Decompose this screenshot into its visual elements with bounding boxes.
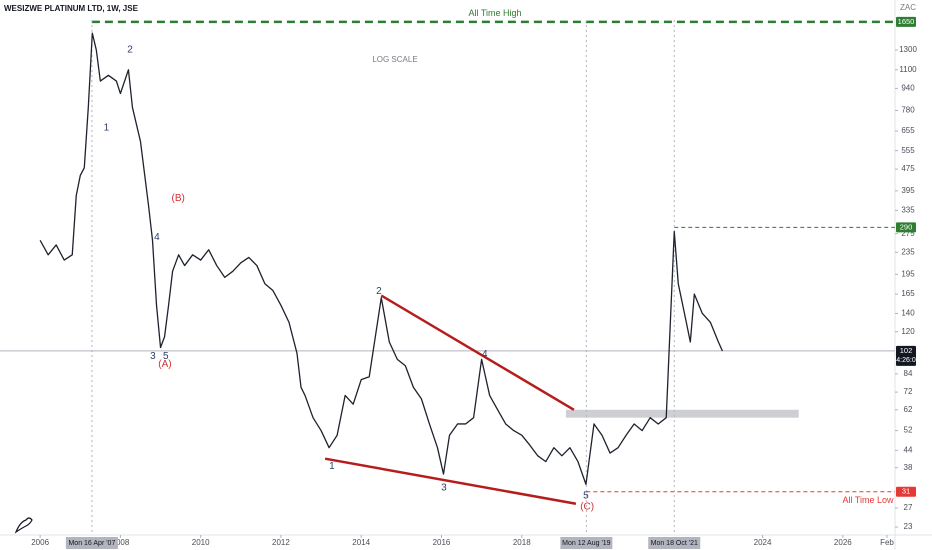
- y-tick-label: 780: [901, 106, 915, 115]
- price-tag: [896, 345, 916, 366]
- price-level-text: All Time Low: [842, 495, 894, 505]
- wave-label: 2: [376, 286, 382, 297]
- price-tag: [896, 222, 916, 233]
- y-tick-label: 1100: [899, 65, 917, 74]
- wave-label: 1: [329, 461, 335, 472]
- price-tag: [896, 16, 916, 27]
- y-tick-label: 62: [904, 405, 913, 414]
- highlight-tag: [560, 537, 613, 549]
- y-tick-label: 395: [901, 186, 915, 195]
- wave-label: 4: [482, 349, 488, 360]
- x-tick-label: 2024: [754, 538, 772, 547]
- zone: [565, 409, 799, 418]
- price-level-text: All Time High: [468, 8, 521, 18]
- y-tick-label: 475: [901, 164, 915, 173]
- x-tick-label: 2006: [31, 538, 49, 547]
- y-tick-label: 140: [901, 309, 915, 318]
- highlight-label: Mon 16 Apr '07: [68, 540, 115, 547]
- y-tick-label: 38: [904, 463, 913, 472]
- price-tag-label: 290: [900, 222, 913, 231]
- highlight-tag: [65, 537, 118, 549]
- x-tick-label: 2012: [272, 538, 290, 547]
- price-tag-label: 31: [902, 487, 910, 496]
- y-tick-label: 335: [901, 205, 915, 214]
- y-tick-label: 72: [904, 387, 913, 396]
- y-tick-label: 655: [901, 126, 915, 135]
- y-tick-label: 52: [904, 426, 913, 435]
- x-tick-label: 2026: [834, 538, 852, 547]
- highlight-tag: [648, 537, 701, 549]
- wave-label: (C): [580, 501, 594, 512]
- chart-title: WESIZWE PLATINUM LTD, 1W, JSE: [4, 4, 139, 13]
- y-tick-label: 120: [901, 327, 915, 336]
- y-tick-label: 235: [901, 247, 915, 256]
- y-tick-label: 27: [904, 503, 913, 512]
- y-tick-label: 1300: [899, 45, 917, 54]
- x-tick-label: 2018: [513, 538, 531, 547]
- highlight-label: Mon 18 Oct '21: [651, 540, 698, 547]
- highlight-label: Mon 12 Aug '19: [562, 540, 611, 547]
- y-tick-label: 44: [904, 445, 913, 454]
- price-tag-label: 1650: [898, 17, 915, 26]
- x-tick-label: 2010: [192, 538, 210, 547]
- trend-line: [324, 457, 577, 506]
- y-tick-label: 23: [904, 522, 913, 531]
- wave-label: 5: [163, 351, 169, 362]
- wave-label: 5: [583, 491, 589, 502]
- wave-label: 4: [154, 232, 160, 243]
- subtitle: LOG SCALE: [372, 55, 417, 64]
- price-tag-label: 102: [900, 346, 913, 355]
- wave-label: 3: [441, 483, 447, 494]
- trend-line: [380, 294, 575, 411]
- x-tick-label: Feb: [880, 538, 894, 547]
- wave-label: (B): [172, 193, 185, 204]
- price-line: [39, 32, 724, 485]
- y-tick-label: 275: [901, 229, 915, 238]
- x-tick-label: 2008: [112, 538, 130, 547]
- wave-label: 1: [104, 123, 110, 134]
- y-tick-label: 195: [901, 269, 915, 278]
- x-tick-label: 2016: [433, 538, 451, 547]
- price-tag-time: 04:26:07: [892, 357, 919, 364]
- y-tick-label: 165: [901, 289, 915, 298]
- wave-label: (A): [158, 359, 171, 370]
- x-tick-label: 2014: [352, 538, 370, 547]
- currency: ZAC: [900, 3, 916, 12]
- y-tick-label: 555: [901, 146, 915, 155]
- wave-label: 2: [127, 45, 133, 56]
- y-tick-label: 84: [904, 369, 913, 378]
- wave-label: 3: [150, 351, 156, 362]
- price-tag: [896, 486, 916, 497]
- logo: [14, 517, 33, 534]
- y-tick-label: 940: [901, 83, 915, 92]
